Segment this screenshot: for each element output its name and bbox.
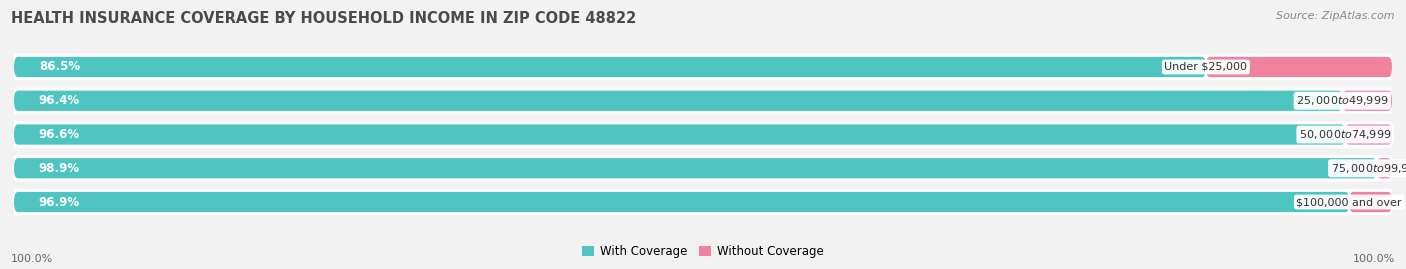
Text: $50,000 to $74,999: $50,000 to $74,999: [1299, 128, 1392, 141]
Text: 96.4%: 96.4%: [39, 94, 80, 107]
FancyBboxPatch shape: [10, 155, 1396, 181]
Text: HEALTH INSURANCE COVERAGE BY HOUSEHOLD INCOME IN ZIP CODE 48822: HEALTH INSURANCE COVERAGE BY HOUSEHOLD I…: [11, 11, 637, 26]
FancyBboxPatch shape: [1343, 91, 1392, 111]
FancyBboxPatch shape: [10, 121, 1396, 148]
Text: $75,000 to $99,999: $75,000 to $99,999: [1330, 162, 1406, 175]
FancyBboxPatch shape: [10, 54, 1396, 80]
FancyBboxPatch shape: [1376, 158, 1392, 178]
Text: 86.5%: 86.5%: [39, 61, 80, 73]
Text: 96.9%: 96.9%: [39, 196, 80, 208]
Text: Source: ZipAtlas.com: Source: ZipAtlas.com: [1277, 11, 1395, 21]
Text: 100.0%: 100.0%: [11, 254, 53, 264]
Text: $100,000 and over: $100,000 and over: [1296, 197, 1402, 207]
FancyBboxPatch shape: [14, 124, 1346, 145]
Text: 100.0%: 100.0%: [1353, 254, 1395, 264]
FancyBboxPatch shape: [14, 91, 1343, 111]
FancyBboxPatch shape: [14, 57, 1206, 77]
Legend: With Coverage, Without Coverage: With Coverage, Without Coverage: [578, 240, 828, 263]
FancyBboxPatch shape: [14, 192, 1350, 212]
FancyBboxPatch shape: [1346, 124, 1392, 145]
FancyBboxPatch shape: [10, 88, 1396, 114]
FancyBboxPatch shape: [14, 158, 1376, 178]
Text: 96.6%: 96.6%: [39, 128, 80, 141]
Text: $25,000 to $49,999: $25,000 to $49,999: [1296, 94, 1389, 107]
FancyBboxPatch shape: [1350, 192, 1392, 212]
FancyBboxPatch shape: [1206, 57, 1392, 77]
FancyBboxPatch shape: [10, 189, 1396, 215]
Text: Under $25,000: Under $25,000: [1164, 62, 1247, 72]
Text: 98.9%: 98.9%: [39, 162, 80, 175]
